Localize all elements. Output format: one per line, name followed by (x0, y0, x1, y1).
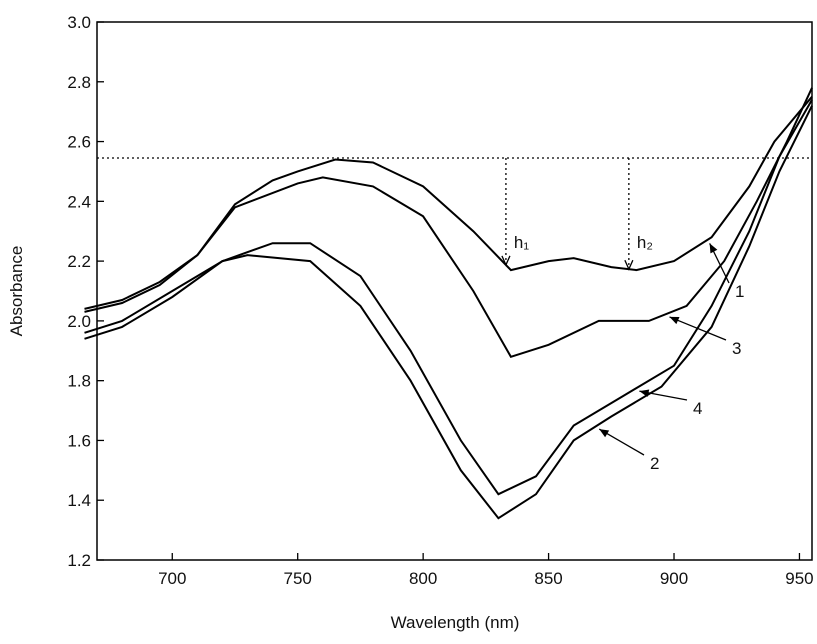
series-label: 3 (732, 339, 741, 358)
series-line (84, 87, 813, 358)
series-line (84, 105, 813, 520)
y-tick-label: 1.6 (67, 431, 91, 450)
y-tick-label: 2.4 (67, 192, 91, 211)
y-tick-label: 3.0 (67, 13, 91, 32)
x-tick-label: 750 (284, 569, 312, 588)
y-tick-label: 1.8 (67, 372, 91, 391)
series-label: 2 (650, 454, 659, 473)
arrow-head (669, 316, 680, 325)
series-label: 4 (693, 399, 702, 418)
x-tick-label: 900 (660, 569, 688, 588)
x-tick-label: 850 (534, 569, 562, 588)
x-axis-label: Wavelength (nm) (391, 613, 520, 632)
x-tick-label: 700 (158, 569, 186, 588)
plot-frame (96, 21, 813, 561)
arrow-head (709, 243, 718, 254)
y-tick-label: 2.6 (67, 133, 91, 152)
x-tick-label: 800 (409, 569, 437, 588)
series-label: 1 (735, 282, 744, 301)
series-line (84, 99, 813, 496)
y-tick-label: 1.2 (67, 551, 91, 570)
arrow-head (639, 389, 650, 398)
y-axis-label: Absorbance (7, 246, 26, 337)
annotation: h₂ (637, 233, 653, 252)
series-line (84, 96, 813, 310)
y-tick-label: 2.0 (67, 312, 91, 331)
x-tick-label: 950 (785, 569, 813, 588)
arrow-head (599, 429, 610, 438)
y-tick-label: 1.4 (67, 491, 91, 510)
y-tick-label: 2.2 (67, 252, 91, 271)
y-tick-label: 2.8 (67, 73, 91, 92)
annotation: h₁ (514, 233, 529, 252)
